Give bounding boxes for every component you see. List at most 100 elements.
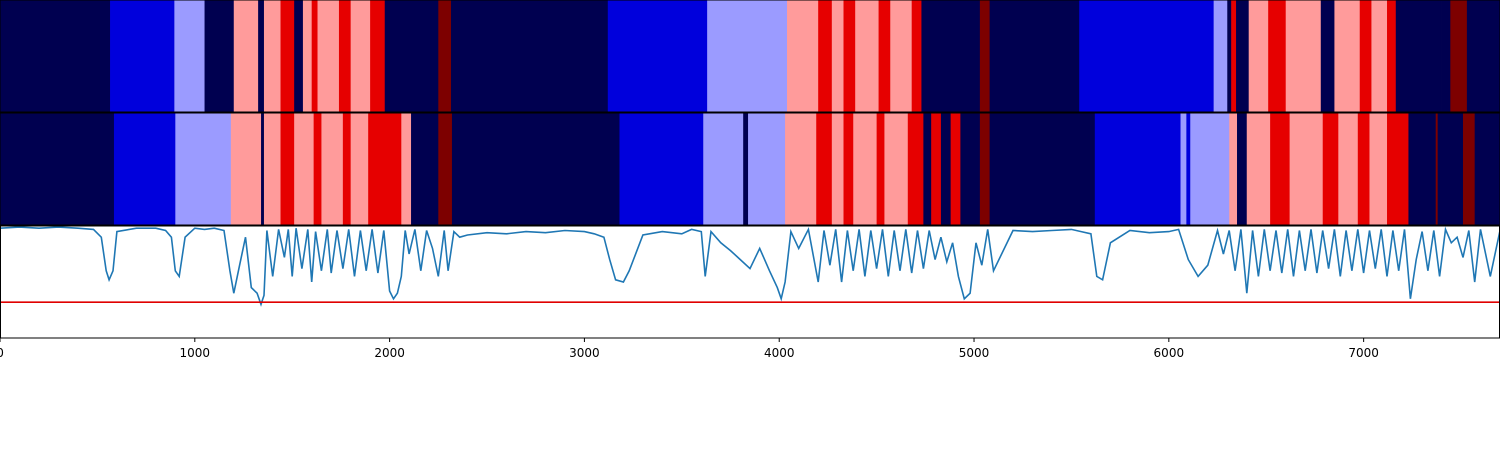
state-track-lower	[0, 112, 1500, 226]
track-1-segment-22	[816, 113, 833, 225]
track-0-segment-4	[233, 0, 259, 112]
track-1-segment-12	[368, 113, 402, 225]
track-1-segment-8	[313, 113, 322, 225]
track-0-segment-23	[843, 0, 856, 112]
track-1-segment-35	[989, 113, 1096, 225]
track-1-segment-31	[940, 113, 952, 225]
x-tick-label-7: 7000	[1348, 346, 1379, 360]
track-1-segment-27	[884, 113, 909, 225]
track-1-frame	[0, 112, 1500, 226]
track-0-segment-27	[911, 0, 922, 112]
track-0-segment-40	[1334, 0, 1361, 112]
track-1-segment-41	[1237, 113, 1248, 225]
track-1-segment-18	[703, 113, 744, 225]
track-0-segment-25	[878, 0, 891, 112]
track-0-segment-37	[1268, 0, 1287, 112]
track-0-segment-13	[350, 0, 371, 112]
track-1-segment-46	[1338, 113, 1359, 225]
track-1-segment-3	[230, 113, 262, 225]
track-1-segment-42	[1246, 113, 1271, 225]
x-tick-label-4: 4000	[764, 346, 795, 360]
track-1-segment-4	[261, 113, 265, 225]
track-0-segment-30	[989, 0, 1080, 112]
track-0-segment-12	[338, 0, 352, 112]
track-1-segment-51	[1408, 113, 1437, 225]
track-1-segment-17	[619, 113, 704, 225]
signal-panel	[0, 225, 1500, 339]
track-0-segment-11	[317, 0, 340, 112]
track-1-segment-40	[1229, 113, 1238, 225]
track-0-segment-16	[438, 0, 452, 112]
track-1-segment-25	[853, 113, 878, 225]
track-1-segment-6	[280, 113, 295, 225]
track-0-segment-42	[1371, 0, 1388, 112]
track-0-segment-45	[1431, 0, 1442, 112]
track-1-segment-47	[1357, 113, 1370, 225]
track-1-segment-52	[1435, 113, 1439, 225]
state-track-upper	[0, 0, 1500, 113]
track-1-segment-7	[294, 113, 315, 225]
track-1-segment-54	[1462, 113, 1476, 225]
track-1-segment-45	[1322, 113, 1339, 225]
track-1-segment-43	[1270, 113, 1291, 225]
track-0-segment-34	[1231, 0, 1237, 112]
track-0-segment-38	[1285, 0, 1322, 112]
track-0-segment-33	[1227, 0, 1232, 112]
track-1-segment-23	[831, 113, 844, 225]
track-1-segment-15	[438, 113, 453, 225]
track-0-segment-9	[302, 0, 313, 112]
track-1-segment-49	[1387, 113, 1398, 225]
track-0-segment-17	[450, 0, 609, 112]
track-1-segment-39	[1190, 113, 1230, 225]
x-tick-label-2: 2000	[374, 346, 405, 360]
track-1-segment-19	[743, 113, 749, 225]
track-0-segment-44	[1395, 0, 1433, 112]
track-0-segment-19	[707, 0, 788, 112]
signal-line	[0, 226, 1500, 307]
track-0-segment-18	[607, 0, 708, 112]
track-0-segment-47	[1450, 0, 1468, 112]
x-tick-label-5: 5000	[959, 346, 990, 360]
track-1-segment-38	[1186, 113, 1191, 225]
track-1-segment-37	[1180, 113, 1187, 225]
track-1-segment-34	[979, 113, 991, 225]
track-0-segment-14	[370, 0, 386, 112]
track-1-segment-9	[321, 113, 344, 225]
track-1-segment-28	[907, 113, 924, 225]
track-1-segment-33	[960, 113, 981, 225]
track-0-segment-35	[1236, 0, 1250, 112]
track-0-segment-32	[1213, 0, 1228, 112]
track-0-segment-2	[174, 0, 205, 112]
x-tick-label-6: 6000	[1154, 346, 1185, 360]
track-1-segment-21	[785, 113, 817, 225]
track-0-segment-5	[258, 0, 265, 112]
track-1-segment-5	[263, 113, 281, 225]
track-0-segment-41	[1359, 0, 1372, 112]
track-0-segment-31	[1079, 0, 1215, 112]
track-0-segment-15	[384, 0, 439, 112]
track-1-segment-11	[350, 113, 369, 225]
track-1-segment-10	[342, 113, 352, 225]
track-1-segment-20	[748, 113, 786, 225]
x-tick-label-0: 0	[0, 346, 4, 360]
x-tick-label-3: 3000	[569, 346, 600, 360]
track-0-segment-39	[1320, 0, 1335, 112]
track-1-segment-55	[1474, 113, 1500, 225]
track-0-segment-43	[1387, 0, 1397, 112]
track-1-segment-26	[876, 113, 885, 225]
track-1-segment-32	[950, 113, 961, 225]
track-0-segment-7	[280, 0, 295, 112]
track-0-segment-29	[979, 0, 991, 112]
track-0-segment-1	[110, 0, 175, 112]
track-0-segment-24	[855, 0, 879, 112]
track-0-segment-6	[263, 0, 281, 112]
track-1-segment-2	[175, 113, 232, 225]
track-1-segment-44	[1289, 113, 1324, 225]
track-1-segment-30	[931, 113, 942, 225]
track-0-segment-20	[787, 0, 819, 112]
track-1-segment-36	[1094, 113, 1181, 225]
track-0-segment-48	[1466, 0, 1500, 112]
track-1-segment-48	[1369, 113, 1388, 225]
track-0-segment-21	[818, 0, 833, 112]
track-0-segment-28	[921, 0, 981, 112]
